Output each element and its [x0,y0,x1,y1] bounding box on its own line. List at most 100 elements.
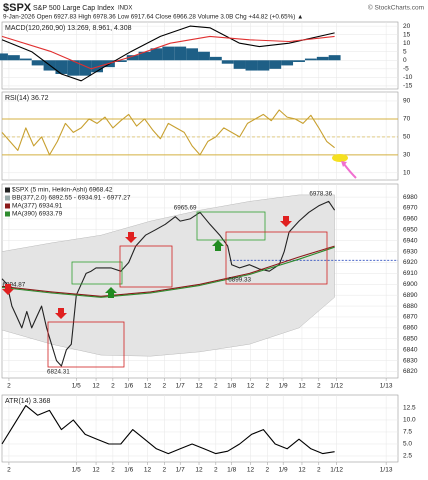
box [196,211,266,241]
series-line [1,405,335,455]
y-tick-label: 6900 [403,281,418,288]
x-tick-label: 1/7 [176,467,185,474]
arrow-up [105,287,117,298]
panel-legend: ATR(14) 3.368 [5,398,50,405]
series-line [1,109,335,156]
panel-legend: RSI(14) 36.72 [5,95,49,102]
y-tick-label: -15 [403,83,413,90]
y-tick-label: 30 [403,152,411,159]
pointer-head [341,161,347,167]
legend-label: BB(377,2.0) 6892.55 - 6934.91 - 6977.27 [12,195,131,202]
x-tick-label: 12 [92,467,100,474]
x-tick-label: 12 [247,467,255,474]
x-tick-label: 1/6 [124,383,133,390]
y-tick-label: 6860 [403,325,418,332]
annotation: 6894.87 [2,282,25,289]
y-tick-label: 5.0 [403,441,412,448]
annotation: 6965.69 [174,204,197,211]
y-tick-label: 6970 [403,205,418,212]
histogram-bar [245,60,258,71]
y-tick-label: -10 [403,74,413,81]
x-tick-label: 2 [7,467,11,474]
x-tick-label: 12 [298,467,306,474]
arrow-down [2,284,14,295]
legend-label: MA(377) 6934.91 [12,203,63,210]
y-tick-label: 6850 [403,335,418,342]
histogram-bar [79,60,92,76]
y-tick-label: 6940 [403,237,418,244]
histogram-bar [269,60,282,69]
y-tick-label: 12.5 [403,405,416,412]
credit: © StockCharts.com [368,4,424,12]
x-tick-label: 1/5 [72,383,81,390]
x-tick-label: 1/9 [279,383,288,390]
y-tick-label: 6870 [403,314,418,321]
y-tick-label: 6950 [403,226,418,233]
histogram-bar [91,60,103,73]
histogram-bar [162,46,175,61]
y-tick-label: 2.5 [403,453,412,460]
histogram-bar [0,53,8,61]
x-tick-label: 12 [298,383,306,390]
x-tick-label: 1/8 [227,383,236,390]
histogram-bar [31,60,44,66]
histogram-bar [114,60,127,62]
y-tick-label: 10 [403,40,411,47]
y-tick-label: 90 [403,98,411,105]
y-tick-label: 10.0 [403,417,416,424]
y-tick-label: 0 [403,57,407,64]
legend-swatch [5,203,10,209]
series-line [1,246,335,298]
x-tick-label: 2 [214,467,218,474]
series-line [1,35,335,70]
y-tick-label: 6980 [403,194,418,201]
x-tick-label: 1/13 [380,383,393,390]
x-tick-label: 1/8 [227,467,236,474]
box [47,321,125,368]
y-tick-label: 6830 [403,357,418,364]
histogram-bar [126,55,139,61]
histogram-bar [233,60,246,69]
highlight [332,154,348,162]
series-line [1,25,335,82]
y-tick-label: 6890 [403,292,418,299]
x-tick-label: 1/13 [380,467,393,474]
arrow-down [280,216,292,227]
x-tick-label: 1/12 [330,467,343,474]
x-tick-label: 2 [214,383,218,390]
x-tick-label: 2 [317,467,321,474]
annotation: 6978.36 [309,191,332,198]
histogram-bar [138,51,151,61]
histogram-bar [7,55,20,61]
histogram-bar [186,48,199,61]
x-tick-label: 1/7 [176,383,185,390]
histogram-bar [257,60,270,71]
pointer [343,163,357,179]
histogram-bar [19,58,32,61]
y-tick-label: -5 [403,66,409,73]
histogram-bar [316,56,329,61]
y-tick-label: 6930 [403,248,418,255]
histogram-bar [55,60,68,74]
x-tick-label: 1/6 [124,467,133,474]
histogram-bar [281,60,294,66]
x-tick-label: 2 [163,383,167,390]
arrows [2,154,357,319]
y-tick-label: 6920 [403,259,418,266]
panel [1,394,399,463]
legend-swatch [5,187,10,193]
index-name: S&P 500 Large Cap Index [33,5,115,12]
histogram-bar [67,60,80,76]
x-tick-label: 2 [111,467,115,474]
histogram-bar [328,55,341,61]
histogram-bar [293,60,305,62]
y-tick-label: 6840 [403,346,418,353]
x-tick-label: 2 [111,383,115,390]
y-tick-label: 70 [403,116,411,123]
arrow-down [55,308,67,319]
histogram-bar [221,60,234,64]
x-tick-label: 2 [266,467,270,474]
x-tick-label: 1/12 [330,383,343,390]
